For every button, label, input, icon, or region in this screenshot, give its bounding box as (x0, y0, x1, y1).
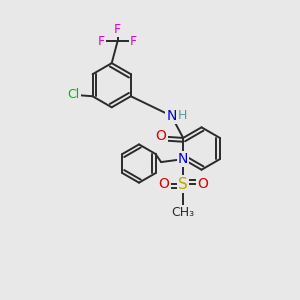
Text: Cl: Cl (67, 88, 80, 101)
Text: O: O (156, 130, 167, 143)
Text: O: O (197, 177, 208, 191)
Text: F: F (130, 34, 137, 48)
Text: CH₃: CH₃ (172, 206, 195, 219)
Text: O: O (159, 177, 170, 191)
Text: F: F (114, 23, 121, 36)
Text: N: N (166, 109, 177, 123)
Text: H: H (178, 109, 187, 122)
Text: N: N (178, 152, 188, 166)
Text: F: F (98, 34, 105, 48)
Text: S: S (178, 177, 188, 192)
